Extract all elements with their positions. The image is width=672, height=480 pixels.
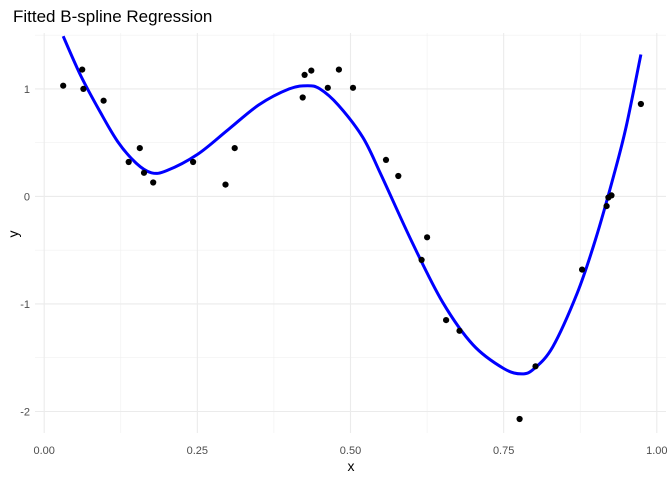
data-points: [60, 66, 645, 423]
data-point: [100, 97, 107, 104]
data-point: [395, 172, 402, 180]
data-point: [443, 317, 450, 324]
data-point: [299, 94, 306, 101]
x-tick-label: 1.00: [646, 445, 667, 457]
data-point: [190, 158, 197, 166]
data-point: [222, 181, 229, 188]
y-tick-label: -2: [20, 406, 30, 418]
data-point: [516, 415, 523, 423]
data-point: [456, 327, 463, 334]
x-axis-title: x: [348, 458, 355, 474]
data-point: [231, 145, 238, 152]
data-point: [301, 71, 308, 78]
data-point: [308, 67, 315, 74]
data-point: [579, 266, 586, 273]
data-point: [140, 169, 148, 176]
data-point: [603, 203, 610, 210]
chart-title: Fitted B-spline Regression: [13, 7, 212, 26]
data-point: [60, 82, 67, 89]
data-point: [125, 158, 132, 166]
x-tick-label: 0.50: [340, 445, 361, 457]
data-point: [136, 145, 143, 152]
y-tick-label: -1: [20, 299, 30, 311]
data-point: [150, 179, 157, 186]
data-point: [324, 84, 331, 91]
y-axis-ticks: -2 -1 0 1: [20, 84, 30, 419]
data-point: [349, 84, 357, 91]
x-tick-label: 0.75: [493, 445, 514, 457]
x-axis-ticks: 0.00 0.25 0.50 0.75 1.00: [33, 445, 667, 457]
data-point: [80, 85, 87, 92]
data-point: [382, 156, 390, 163]
y-tick-label: 1: [24, 84, 30, 96]
data-point: [608, 192, 615, 199]
data-point: [418, 256, 425, 263]
data-point: [637, 100, 645, 108]
data-point: [424, 234, 431, 241]
y-axis-title: y: [5, 231, 21, 238]
data-point: [532, 363, 539, 370]
data-point: [335, 66, 342, 73]
y-tick-label: 0: [24, 191, 30, 203]
data-point: [79, 66, 86, 73]
x-tick-label: 0.25: [187, 445, 208, 457]
x-tick-label: 0.00: [33, 445, 54, 457]
